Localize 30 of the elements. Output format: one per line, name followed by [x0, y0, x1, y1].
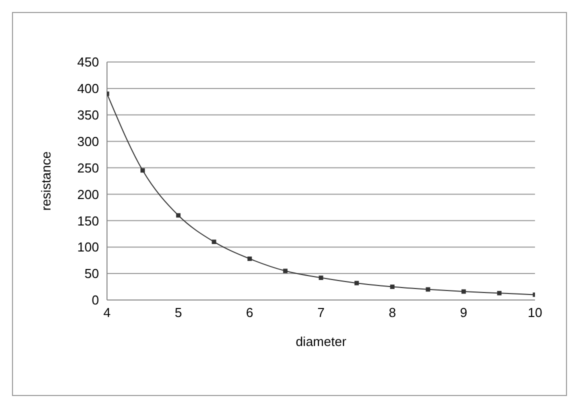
point — [176, 213, 181, 218]
x-axis-title: diameter — [296, 334, 347, 349]
point — [426, 287, 430, 292]
x-tick-label: 10 — [528, 305, 542, 320]
y-axis-title: resistance — [38, 151, 54, 211]
point — [212, 240, 216, 244]
point — [461, 289, 466, 294]
y-tick-label: 250 — [77, 160, 99, 176]
y-tick-label: 150 — [77, 213, 99, 228]
point — [354, 280, 359, 286]
point — [497, 290, 502, 296]
x-tick-label: 7 — [317, 305, 325, 320]
y-tick-label: 450 — [77, 54, 99, 70]
x-tick-label: 5 — [174, 305, 182, 320]
x-tick-label: 8 — [388, 305, 396, 320]
y-tick-label: 400 — [77, 81, 99, 96]
y-tick-label: 100 — [77, 240, 99, 255]
x-tick-label: 9 — [460, 305, 468, 320]
x-tick-label: 6 — [246, 305, 254, 320]
y-tick-label: 0 — [92, 292, 99, 308]
y-tick-label: 200 — [77, 186, 99, 202]
y-tick-label: 350 — [77, 108, 99, 123]
point — [247, 256, 252, 261]
point — [318, 276, 324, 280]
point — [390, 284, 395, 289]
y-tick-label: 300 — [77, 134, 99, 149]
point — [140, 168, 145, 173]
y-tick-label: 50 — [84, 266, 99, 282]
point — [283, 268, 288, 274]
x-tick-label: 4 — [103, 305, 111, 320]
